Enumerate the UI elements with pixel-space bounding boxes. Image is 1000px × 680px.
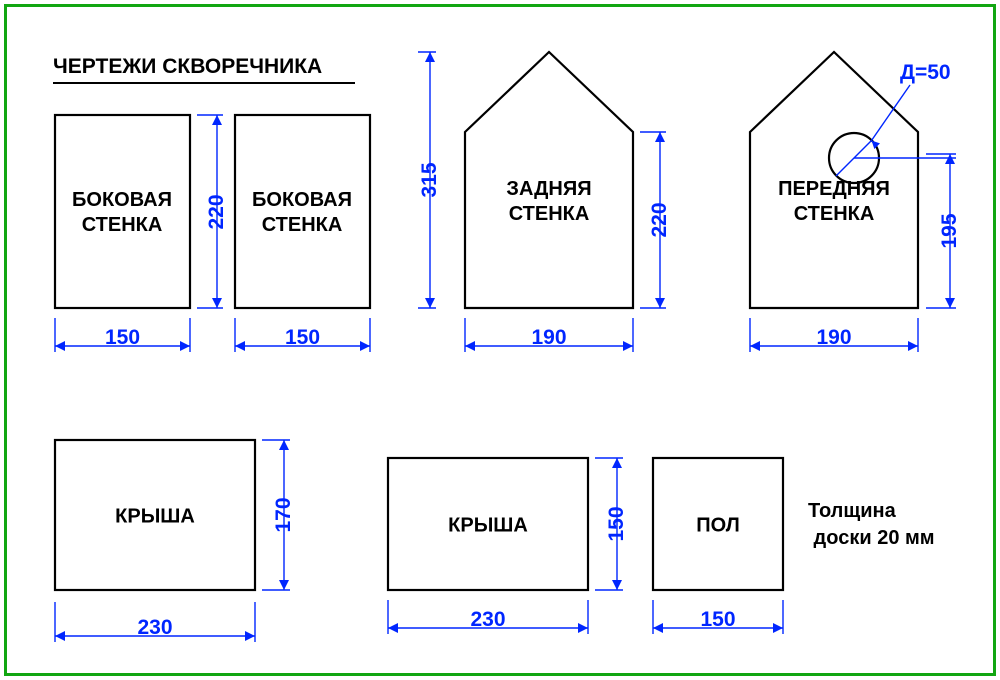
hole-diameter-label: Д=50 [900,60,951,86]
hole-leader [0,0,1000,680]
drawing-canvas: ЧЕРТЕЖИ СКВОРЕЧНИКА БОКОВАЯ СТЕНКАБОКОВА… [0,0,1000,680]
board-thickness-note: Толщина доски 20 мм [808,498,935,552]
